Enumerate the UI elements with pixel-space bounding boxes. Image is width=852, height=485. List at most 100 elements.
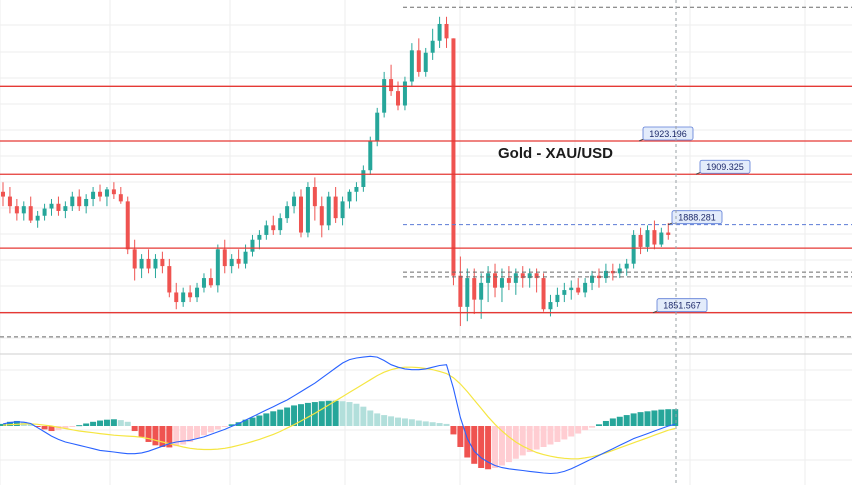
candle-body[interactable] bbox=[243, 251, 248, 264]
candle-body[interactable] bbox=[201, 278, 206, 288]
candle-body[interactable] bbox=[49, 203, 54, 209]
candle-body[interactable] bbox=[84, 198, 89, 207]
candle-body[interactable] bbox=[181, 292, 186, 303]
candle-body[interactable] bbox=[35, 215, 40, 221]
candle-body[interactable] bbox=[292, 196, 297, 207]
candle-body[interactable] bbox=[596, 275, 601, 279]
candle-body[interactable] bbox=[527, 273, 532, 279]
candle-body[interactable] bbox=[603, 270, 608, 279]
candle-body[interactable] bbox=[437, 23, 442, 41]
candle-body[interactable] bbox=[236, 258, 241, 264]
candle-body[interactable] bbox=[396, 91, 401, 106]
candle-body[interactable] bbox=[562, 290, 567, 295]
price-tag[interactable] bbox=[699, 159, 751, 174]
candle-body[interactable] bbox=[167, 266, 172, 293]
candle-body[interactable] bbox=[631, 234, 636, 264]
candle-body[interactable] bbox=[264, 225, 269, 235]
candle-body[interactable] bbox=[402, 81, 407, 106]
candle-body[interactable] bbox=[70, 196, 75, 207]
candle-body[interactable] bbox=[416, 50, 421, 72]
candle-body[interactable] bbox=[382, 79, 387, 113]
candle-body[interactable] bbox=[7, 196, 12, 207]
candle-body[interactable] bbox=[486, 273, 491, 283]
candle-body[interactable] bbox=[125, 201, 130, 250]
candle-body[interactable] bbox=[534, 273, 539, 279]
candle-body[interactable] bbox=[160, 258, 165, 267]
candle-body[interactable] bbox=[250, 239, 255, 252]
candle-body[interactable] bbox=[569, 287, 574, 291]
candle-body[interactable] bbox=[319, 206, 324, 226]
candle-body[interactable] bbox=[271, 225, 276, 231]
candle-body[interactable] bbox=[617, 268, 622, 274]
candle-body[interactable] bbox=[506, 278, 511, 283]
candle-body[interactable] bbox=[104, 189, 109, 197]
candle-body[interactable] bbox=[555, 294, 560, 303]
candle-body[interactable] bbox=[465, 278, 470, 307]
candle-body[interactable] bbox=[666, 232, 671, 235]
candle-body[interactable] bbox=[493, 273, 498, 288]
candle-body[interactable] bbox=[548, 302, 553, 310]
candle-body[interactable] bbox=[195, 287, 200, 298]
candle-body[interactable] bbox=[638, 234, 643, 247]
candle-body[interactable] bbox=[188, 292, 193, 298]
candle-body[interactable] bbox=[215, 249, 220, 286]
candle-body[interactable] bbox=[326, 196, 331, 226]
candle-body[interactable] bbox=[354, 186, 359, 192]
candle-body[interactable] bbox=[659, 232, 664, 245]
support-resistance-levels[interactable]: 1923.196 1909.325 1888.281 1851.567 bbox=[0, 6, 852, 338]
candle-body[interactable] bbox=[42, 208, 47, 216]
candle-body[interactable] bbox=[222, 249, 227, 267]
candle-body[interactable] bbox=[229, 258, 234, 267]
candle-body[interactable] bbox=[98, 191, 103, 197]
candle-body[interactable] bbox=[139, 258, 144, 269]
candle-body[interactable] bbox=[389, 79, 394, 92]
candle-body[interactable] bbox=[285, 206, 290, 219]
price-tag[interactable] bbox=[671, 210, 723, 225]
candle-body[interactable] bbox=[583, 282, 588, 293]
candle-body[interactable] bbox=[361, 170, 366, 187]
price-pane[interactable] bbox=[1, 16, 671, 327]
candle-body[interactable] bbox=[423, 52, 428, 72]
macd-pane[interactable] bbox=[0, 355, 679, 475]
candle-body[interactable] bbox=[340, 201, 345, 219]
candle-body[interactable] bbox=[28, 206, 33, 221]
candle-body[interactable] bbox=[576, 287, 581, 293]
candle-body[interactable] bbox=[278, 218, 283, 231]
candle-body[interactable] bbox=[305, 186, 310, 233]
price-tag[interactable] bbox=[656, 298, 708, 313]
candle-body[interactable] bbox=[63, 206, 68, 211]
candle-body[interactable] bbox=[174, 292, 179, 303]
candle-body[interactable] bbox=[472, 278, 477, 300]
candle-body[interactable] bbox=[257, 234, 262, 240]
candle-body[interactable] bbox=[368, 141, 373, 171]
candle-body[interactable] bbox=[153, 258, 158, 269]
candle-body[interactable] bbox=[77, 196, 82, 207]
candle-body[interactable] bbox=[513, 273, 518, 283]
candle-body[interactable] bbox=[347, 191, 352, 202]
candle-body[interactable] bbox=[645, 230, 650, 247]
candle-body[interactable] bbox=[111, 189, 116, 195]
candle-body[interactable] bbox=[610, 270, 615, 274]
candle-body[interactable] bbox=[624, 263, 629, 269]
candle-body[interactable] bbox=[499, 278, 504, 288]
candle-body[interactable] bbox=[541, 278, 546, 310]
candle-body[interactable] bbox=[56, 203, 61, 211]
candle-body[interactable] bbox=[132, 249, 137, 269]
candle-body[interactable] bbox=[146, 258, 151, 269]
candle-body[interactable] bbox=[458, 275, 463, 307]
candle-body[interactable] bbox=[298, 196, 303, 233]
candle-body[interactable] bbox=[375, 112, 380, 142]
candle-body[interactable] bbox=[333, 196, 338, 219]
candle-body[interactable] bbox=[430, 40, 435, 53]
candle-body[interactable] bbox=[208, 278, 213, 286]
candle-body[interactable] bbox=[91, 191, 96, 199]
candle-body[interactable] bbox=[409, 50, 414, 82]
candle-body[interactable] bbox=[520, 273, 525, 279]
candle-body[interactable] bbox=[451, 38, 456, 276]
candle-body[interactable] bbox=[479, 282, 484, 300]
candle-body[interactable] bbox=[652, 230, 657, 245]
candle-body[interactable] bbox=[444, 23, 449, 39]
candle-body[interactable] bbox=[1, 191, 5, 197]
candle-body[interactable] bbox=[21, 206, 26, 214]
